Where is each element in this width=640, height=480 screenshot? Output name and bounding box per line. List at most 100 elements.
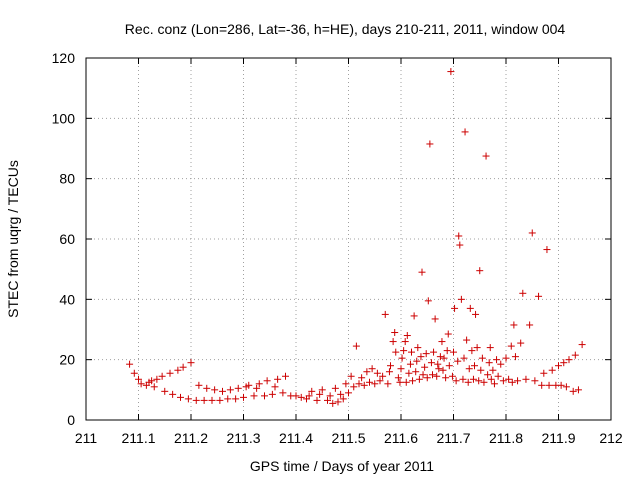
data-point (511, 353, 519, 361)
data-point (166, 369, 174, 377)
data-point (494, 372, 502, 380)
data-point (177, 393, 184, 401)
data-point (381, 310, 389, 318)
data-point (489, 366, 497, 374)
y-tick-label: 100 (52, 110, 76, 126)
data-point (405, 369, 413, 377)
data-point (263, 377, 271, 385)
data-point (352, 342, 360, 350)
data-point (445, 362, 453, 370)
data-points (126, 68, 586, 407)
data-point (415, 375, 423, 383)
data-point (130, 369, 138, 377)
data-point (324, 396, 331, 404)
data-point (358, 374, 366, 382)
data-point (401, 338, 409, 346)
data-point (448, 372, 456, 380)
data-point (468, 347, 476, 355)
data-point (421, 363, 429, 371)
x-axis-title: GPS time / Days of year 2011 (250, 458, 434, 474)
data-point (379, 372, 387, 380)
data-point (484, 371, 492, 379)
data-point (376, 377, 384, 385)
data-point (574, 386, 582, 394)
y-tick-label: 80 (59, 171, 75, 187)
data-point (562, 383, 570, 391)
data-point (337, 390, 345, 398)
data-point (279, 389, 287, 397)
data-point (187, 359, 195, 367)
data-point (426, 140, 434, 148)
x-tick-label: 211.5 (332, 430, 366, 446)
data-point (477, 366, 485, 374)
data-point (497, 360, 505, 368)
data-point (216, 396, 224, 404)
data-point (192, 396, 200, 404)
data-point (413, 357, 421, 365)
data-point (150, 383, 158, 391)
data-point (419, 371, 427, 379)
data-point (342, 380, 350, 388)
data-point (560, 359, 568, 367)
data-point (457, 295, 465, 303)
y-tick-label: 20 (59, 352, 75, 368)
data-point (403, 332, 411, 340)
data-point (297, 393, 305, 401)
data-point (430, 348, 438, 356)
data-point (486, 344, 494, 352)
data-point (540, 369, 548, 377)
data-point (436, 353, 444, 361)
data-point (408, 348, 415, 356)
data-point (200, 396, 208, 404)
data-point (482, 152, 490, 160)
data-point (444, 330, 452, 338)
data-point (451, 304, 459, 312)
data-point (571, 351, 579, 359)
data-point (414, 344, 422, 352)
data-point (282, 372, 289, 380)
data-point (461, 128, 469, 136)
data-point (502, 354, 510, 362)
data-point (274, 375, 282, 383)
data-point (334, 398, 342, 406)
data-point (371, 380, 379, 388)
data-point (499, 377, 507, 385)
data-point (373, 369, 381, 377)
data-point (387, 362, 394, 370)
data-point (363, 368, 371, 376)
x-tick-label: 211.4 (279, 430, 313, 446)
data-point (253, 384, 261, 392)
data-point (538, 381, 546, 389)
data-point (410, 312, 418, 320)
data-point (184, 395, 192, 403)
data-point (510, 321, 518, 329)
data-point (169, 390, 177, 398)
data-point (465, 365, 473, 373)
data-point (545, 381, 553, 389)
data-point (255, 380, 263, 388)
data-point (174, 366, 182, 374)
data-point (514, 377, 522, 385)
data-point (158, 372, 166, 380)
data-point (423, 374, 431, 382)
data-point (245, 381, 253, 389)
data-point (463, 336, 471, 344)
data-point (397, 365, 405, 373)
data-point (409, 377, 417, 385)
data-point (454, 357, 462, 365)
data-point (318, 386, 326, 394)
data-point (442, 374, 450, 382)
data-point (476, 267, 484, 275)
data-point (429, 371, 436, 379)
x-tick-label: 211.1 (122, 430, 156, 446)
x-tick-label: 211.9 (542, 430, 576, 446)
data-point (400, 347, 408, 355)
data-point (555, 362, 562, 370)
data-point (438, 338, 446, 346)
data-point (366, 378, 373, 386)
y-tick-label: 0 (67, 412, 75, 428)
data-point (339, 395, 347, 403)
data-point (195, 381, 203, 389)
data-point (422, 350, 430, 358)
data-point (507, 342, 515, 350)
